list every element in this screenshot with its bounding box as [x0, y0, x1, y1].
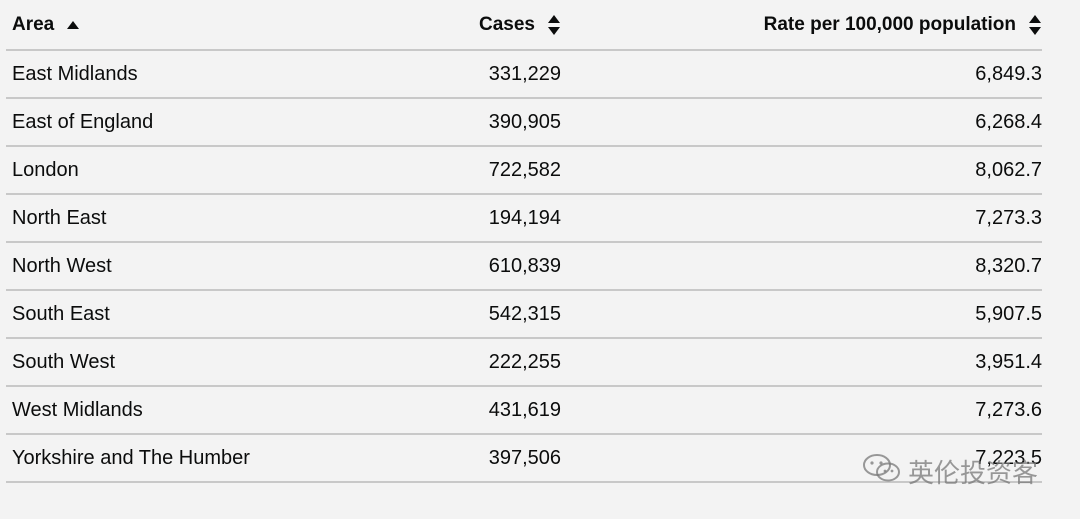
cell-cases: 722,582 — [431, 146, 561, 195]
table-row: West Midlands 431,619 7,273.6 — [6, 386, 1042, 435]
cell-cases: 390,905 — [431, 98, 561, 147]
table-row: Yorkshire and The Humber 397,506 7,223.5 — [6, 434, 1042, 483]
cell-area: West Midlands — [6, 386, 431, 435]
table-row: East Midlands 331,229 6,849.3 — [6, 50, 1042, 99]
table-row: East of England 390,905 6,268.4 — [6, 98, 1042, 147]
cell-rate: 8,062.7 — [561, 146, 1042, 195]
column-header-area-label: Area — [12, 13, 55, 35]
table-header: Area Cases Rat — [6, 0, 1042, 51]
cell-area: East Midlands — [6, 50, 431, 99]
regional-cases-table: Area Cases Rat — [6, 0, 1042, 483]
cell-area: South East — [6, 290, 431, 339]
cell-cases: 542,315 — [431, 290, 561, 339]
cell-area: Yorkshire and The Humber — [6, 434, 431, 483]
cell-cases: 431,619 — [431, 386, 561, 435]
cell-area: South West — [6, 338, 431, 387]
cell-cases: 331,229 — [431, 50, 561, 99]
cell-rate: 8,320.7 — [561, 242, 1042, 291]
header-row: Area Cases Rat — [6, 0, 1042, 51]
table-body: East Midlands 331,229 6,849.3 East of En… — [6, 50, 1042, 483]
table-row: North East 194,194 7,273.3 — [6, 194, 1042, 243]
cell-cases: 397,506 — [431, 434, 561, 483]
cell-rate: 7,273.3 — [561, 194, 1042, 243]
cell-area: North West — [6, 242, 431, 291]
table-row: South West 222,255 3,951.4 — [6, 338, 1042, 387]
regional-cases-table-container: Area Cases Rat — [6, 0, 1042, 483]
column-header-area[interactable]: Area — [6, 0, 431, 51]
column-header-rate[interactable]: Rate per 100,000 population — [561, 0, 1042, 51]
column-header-cases-label: Cases — [479, 13, 535, 35]
cell-cases: 222,255 — [431, 338, 561, 387]
cell-cases: 610,839 — [431, 242, 561, 291]
cell-area: North East — [6, 194, 431, 243]
cell-area: London — [6, 146, 431, 195]
column-header-cases[interactable]: Cases — [431, 0, 561, 51]
cell-area: East of England — [6, 98, 431, 147]
cell-rate: 7,273.6 — [561, 386, 1042, 435]
cell-rate: 5,907.5 — [561, 290, 1042, 339]
cell-rate: 7,223.5 — [561, 434, 1042, 483]
column-header-rate-label: Rate per 100,000 population — [763, 13, 1016, 35]
table-row: London 722,582 8,062.7 — [6, 146, 1042, 195]
sort-both-icon — [547, 14, 561, 36]
cell-rate: 6,849.3 — [561, 50, 1042, 99]
sort-ascending-icon — [66, 20, 80, 30]
table-row: North West 610,839 8,320.7 — [6, 242, 1042, 291]
sort-both-icon — [1028, 14, 1042, 36]
cell-cases: 194,194 — [431, 194, 561, 243]
cell-rate: 6,268.4 — [561, 98, 1042, 147]
table-row: South East 542,315 5,907.5 — [6, 290, 1042, 339]
cell-rate: 3,951.4 — [561, 338, 1042, 387]
